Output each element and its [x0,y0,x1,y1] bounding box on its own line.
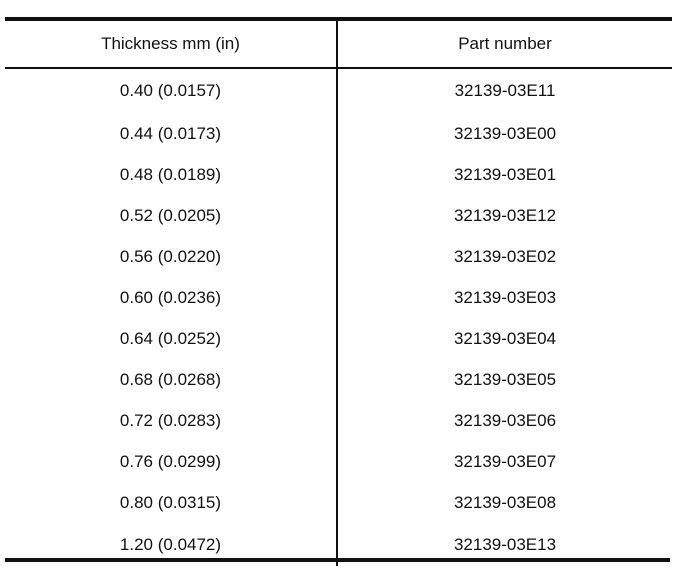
thickness-cell: 0.80 (0.0315) [5,482,338,523]
part-number-cell: 32139-03E01 [453,164,557,184]
table-row: 0.40 (0.0157) 32139-03E11 [5,68,672,113]
part-number-cell: 32139-03E02 [453,246,557,266]
thickness-cell: 0.72 (0.0283) [5,400,338,441]
table-row: 0.76 (0.0299) 32139-03E07 [5,441,672,482]
table-row: 0.72 (0.0283) 32139-03E06 [5,400,672,441]
part-number-cell: 32139-03E08 [453,492,557,512]
thickness-cell: 0.68 (0.0268) [5,359,338,400]
thickness-cell: 0.64 (0.0252) [5,318,338,359]
part-number-cell: 32139-03E13 [453,534,557,554]
shim-thickness-table: Thickness mm (in) Part number 0.40 (0.01… [5,17,672,566]
thickness-cell: 0.52 (0.0205) [5,195,338,236]
thickness-cell: 0.40 (0.0157) [5,68,338,113]
table-row: 0.44 (0.0173) 32139-03E00 [5,113,672,154]
table-header-row: Thickness mm (in) Part number [5,19,672,68]
part-number-cell: 32139-03E06 [453,410,557,430]
thickness-cell: 0.60 (0.0236) [5,277,338,318]
table-row: 0.52 (0.0205) 32139-03E12 [5,195,672,236]
thickness-cell: 0.76 (0.0299) [5,441,338,482]
column-header-thickness: Thickness mm (in) [5,19,338,68]
table-row: 0.64 (0.0252) 32139-03E04 [5,318,672,359]
cropped-title-fragment [0,0,688,3]
part-number-cell: 32139-03E03 [453,287,557,307]
table-row: 0.48 (0.0189) 32139-03E01 [5,154,672,195]
table-row: 0.60 (0.0236) 32139-03E03 [5,277,672,318]
part-number-cell: 32139-03E04 [453,328,557,348]
column-header-part-number: Part number [458,34,552,53]
table-bottom-rule [5,558,670,562]
table-row: 0.80 (0.0315) 32139-03E08 [5,482,672,523]
thickness-cell: 0.56 (0.0220) [5,236,338,277]
part-number-cell: 32139-03E05 [453,369,557,389]
table-row: 0.56 (0.0220) 32139-03E02 [5,236,672,277]
thickness-cell: 0.44 (0.0173) [5,113,338,154]
part-number-cell: 32139-03E07 [453,451,557,471]
part-number-cell: 32139-03E00 [453,123,557,143]
table-row: 0.68 (0.0268) 32139-03E05 [5,359,672,400]
part-number-cell: 32139-03E12 [453,205,557,225]
part-number-cell: 32139-03E11 [454,81,556,100]
thickness-cell: 0.48 (0.0189) [5,154,338,195]
